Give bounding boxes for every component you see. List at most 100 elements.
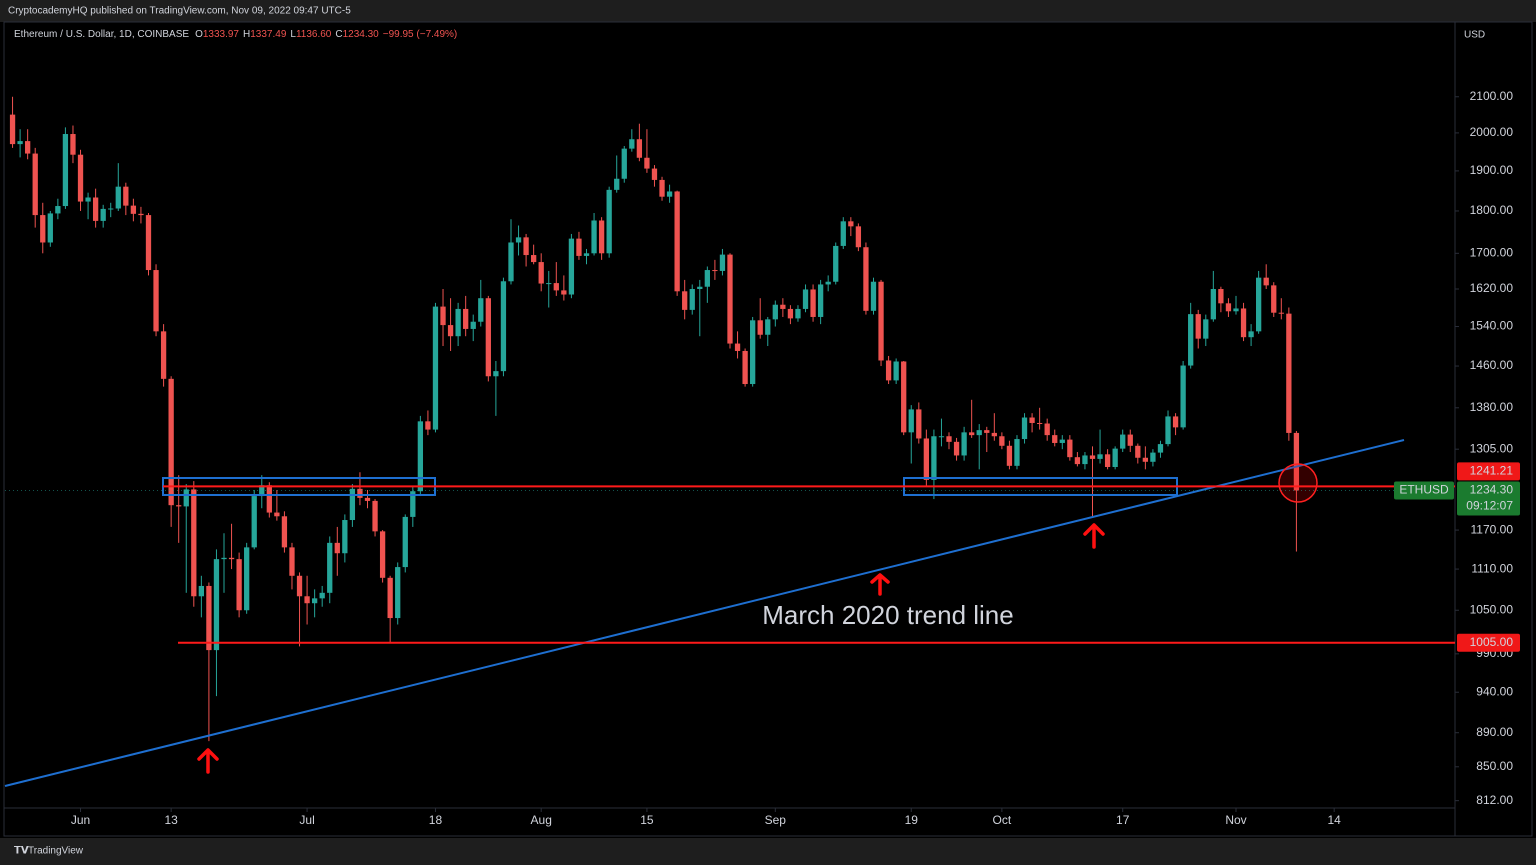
candle-body <box>538 262 544 284</box>
candle-body <box>1006 445 1013 466</box>
candle-body <box>100 208 106 221</box>
last-price-label: 1234.30 <box>1470 483 1514 497</box>
y-tick-label: 1305.00 <box>1470 441 1514 455</box>
candle-body <box>1104 454 1111 467</box>
y-tick-label: 1620.00 <box>1470 281 1514 295</box>
candle-body <box>825 281 831 285</box>
candle-body <box>1036 422 1043 424</box>
arrow <box>1083 523 1105 549</box>
candle-body <box>651 168 658 180</box>
candle-body <box>274 512 280 517</box>
candle-body <box>568 238 575 295</box>
candle-body <box>1165 416 1171 445</box>
x-tick-label: 13 <box>164 813 178 827</box>
level-price-label: 1241.21 <box>1470 463 1514 477</box>
y-tick-label: 1460.00 <box>1470 358 1514 372</box>
candle-body <box>734 343 741 351</box>
candle-body <box>40 215 46 243</box>
countdown-label: 09:12:07 <box>1466 499 1513 513</box>
y-tick-label: 1170.00 <box>1471 522 1514 536</box>
candle-body <box>1097 454 1103 459</box>
last-price-box <box>1457 481 1520 516</box>
candle-body <box>795 308 801 319</box>
annotation: March 2020 trend line <box>762 600 1013 630</box>
candle-body <box>682 291 688 310</box>
candle-body <box>576 238 582 256</box>
candle-body <box>1089 455 1096 459</box>
candle-body <box>25 141 31 154</box>
candle-body <box>168 378 174 506</box>
y-tick-label: 1050.00 <box>1470 602 1514 616</box>
candle-body <box>334 542 340 554</box>
candle-body <box>817 284 824 317</box>
y-tick-label: 812.00 <box>1476 793 1513 807</box>
chart-header: Ethereum / U.S. Dollar, 1D, COINBASE O133… <box>14 29 457 40</box>
candle-body <box>1248 331 1254 338</box>
candle-body <box>319 592 325 599</box>
candle-body <box>908 409 914 433</box>
y-tick-label: 2000.00 <box>1470 125 1514 139</box>
ohlc-key: O <box>195 29 203 40</box>
candle-body <box>1127 434 1133 446</box>
candle-body <box>1286 313 1292 433</box>
ohlc-key: C <box>335 29 342 40</box>
candle-body <box>1157 444 1164 453</box>
candle-body <box>244 547 250 611</box>
candle-body <box>1172 416 1179 428</box>
candle-body <box>1240 308 1247 338</box>
candle-body <box>1233 308 1239 312</box>
top-bar <box>0 0 1536 22</box>
ohlc-key: L <box>290 29 296 40</box>
candle-body <box>1293 432 1300 491</box>
candle-body <box>614 178 620 190</box>
candle-body <box>1074 457 1081 465</box>
publisher: CryptocademyHQ published on TradingView.… <box>8 6 351 17</box>
candle-body <box>77 154 84 202</box>
candle-body <box>304 596 310 604</box>
arrow <box>197 748 219 774</box>
candle-body <box>1082 455 1088 465</box>
candle-body <box>1014 439 1020 466</box>
ohlc-value: 1136.60 <box>296 29 332 40</box>
candle-body <box>961 432 967 456</box>
candle-body <box>1120 434 1126 449</box>
candle-body <box>546 283 552 285</box>
candle-body <box>417 421 424 492</box>
candle-body <box>349 488 356 521</box>
candle-body <box>606 189 612 254</box>
candle-body <box>840 221 846 246</box>
candle-body <box>938 436 945 438</box>
highlight-circle <box>1278 463 1318 503</box>
candle-body <box>327 542 333 593</box>
footer-brand: TradingView <box>28 846 84 857</box>
logo: 𝗧𝗩 <box>14 846 29 857</box>
candle-body <box>787 308 794 319</box>
candle-body <box>281 516 288 548</box>
candle-body <box>183 489 189 507</box>
candle-body <box>387 577 393 619</box>
level-price-box <box>1457 462 1520 481</box>
y-tick-label: 1900.00 <box>1470 163 1514 177</box>
candle-body <box>750 320 756 385</box>
candle-body <box>1150 452 1156 462</box>
candle-body <box>1271 285 1277 313</box>
candle-body <box>863 247 869 311</box>
candle-body <box>984 430 990 433</box>
ohlc-key: H <box>243 29 250 40</box>
candle-body <box>719 254 726 271</box>
candle-body <box>1210 289 1216 320</box>
candle-body <box>659 179 665 197</box>
candle-body <box>802 289 809 309</box>
x-tick-label: Sep <box>765 813 787 827</box>
candle-body <box>138 213 144 216</box>
candle-body <box>251 496 257 548</box>
candle-body <box>289 547 295 576</box>
candle-body <box>228 557 235 560</box>
level-price-label: 1005.00 <box>1470 635 1514 649</box>
candle-body <box>47 213 53 243</box>
ohlc-value: 1337.49 <box>250 29 287 40</box>
x-tick-label: Jun <box>71 813 90 827</box>
candle-body <box>523 237 529 256</box>
candle-body <box>440 306 446 326</box>
